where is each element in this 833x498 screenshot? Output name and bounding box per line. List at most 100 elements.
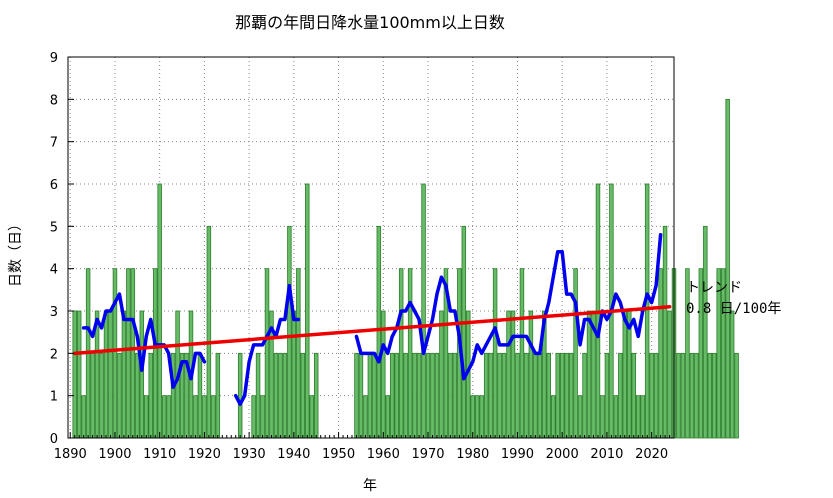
axis-ticks xyxy=(68,56,675,439)
bar xyxy=(394,352,399,439)
bar xyxy=(546,352,552,439)
x-tick-label: 1950 xyxy=(322,447,355,462)
trend-label: トレンド xyxy=(686,280,742,296)
bar xyxy=(537,352,543,439)
bar xyxy=(403,352,408,439)
bar xyxy=(461,225,467,439)
moving-average-line xyxy=(81,292,207,389)
bar xyxy=(680,352,686,439)
bar xyxy=(474,395,480,439)
bar xyxy=(689,352,695,439)
bar xyxy=(139,310,145,439)
bar xyxy=(278,352,283,439)
bar xyxy=(206,225,212,439)
trend-series xyxy=(72,305,672,356)
bar xyxy=(237,352,243,439)
chart-title: 那覇の年間日降水量100mm以上日数 xyxy=(235,13,505,32)
bar xyxy=(166,395,171,439)
x-tick-labels: 1890 1900 1910 1920 1930 1940 1950 1960 1970 1980… xyxy=(54,447,668,462)
bar xyxy=(600,395,605,439)
bar xyxy=(309,395,314,439)
bar xyxy=(72,310,77,439)
y-tick-label: 0 xyxy=(50,432,58,447)
bar xyxy=(412,352,417,439)
bar xyxy=(385,395,391,439)
y-tick-label: 2 xyxy=(50,347,58,362)
x-tick-label: 1920 xyxy=(188,447,221,462)
bar xyxy=(479,395,484,439)
bar xyxy=(287,225,292,439)
x-tick-label: 1940 xyxy=(277,447,310,462)
bar xyxy=(452,352,458,439)
bar xyxy=(510,310,516,439)
bar xyxy=(497,352,502,439)
bar xyxy=(559,352,565,439)
bar xyxy=(676,352,681,439)
bar xyxy=(667,310,672,439)
bar xyxy=(121,310,127,439)
bar xyxy=(90,352,95,439)
bar xyxy=(144,395,149,439)
bar xyxy=(135,352,140,439)
bar xyxy=(506,310,511,439)
bar xyxy=(488,352,493,439)
bar xyxy=(439,310,444,439)
bar xyxy=(734,352,739,439)
bar xyxy=(528,310,534,439)
bar xyxy=(720,268,726,439)
bar xyxy=(305,183,310,439)
bar xyxy=(197,352,203,439)
bar xyxy=(618,352,623,439)
bar xyxy=(398,268,404,439)
bar xyxy=(103,310,109,439)
bar xyxy=(501,352,507,439)
bar xyxy=(130,268,136,439)
bar xyxy=(390,352,395,439)
bar xyxy=(533,352,538,439)
x-tick-label: 1900 xyxy=(98,447,131,462)
bar xyxy=(251,395,256,439)
bar xyxy=(313,352,319,439)
bar xyxy=(515,352,520,439)
bar xyxy=(157,183,162,439)
x-tick-label: 2000 xyxy=(546,447,579,462)
x-tick-label: 1970 xyxy=(411,447,444,462)
bar xyxy=(372,352,377,439)
bar xyxy=(640,395,645,439)
bar xyxy=(694,352,699,439)
bar xyxy=(448,352,453,439)
bar xyxy=(707,352,713,439)
bar xyxy=(291,310,297,439)
bar xyxy=(260,395,265,439)
bar xyxy=(215,352,221,439)
bar xyxy=(613,395,619,439)
bar xyxy=(635,395,641,439)
plot-frame xyxy=(67,56,675,439)
bar xyxy=(653,352,659,439)
x-tick-label: 1980 xyxy=(456,447,489,462)
y-tick-label: 1 xyxy=(50,390,58,405)
bar xyxy=(519,268,525,439)
bar xyxy=(564,352,569,439)
bar xyxy=(354,352,359,439)
bar xyxy=(712,352,717,439)
bar xyxy=(577,395,583,439)
moving-average-series xyxy=(81,233,663,406)
bar xyxy=(108,310,113,439)
bar xyxy=(631,352,636,439)
x-tick-label: 1930 xyxy=(233,447,266,462)
bar xyxy=(81,395,86,439)
y-tick-label: 6 xyxy=(50,178,58,193)
bar xyxy=(658,268,663,439)
y-tick-label: 3 xyxy=(50,305,58,320)
bar xyxy=(117,352,122,439)
bar xyxy=(582,352,587,439)
bar xyxy=(76,310,82,439)
y-tick-label: 7 xyxy=(50,136,58,151)
bar xyxy=(729,310,735,439)
bar xyxy=(161,395,167,439)
bar xyxy=(551,395,556,439)
bar xyxy=(264,268,270,439)
bar xyxy=(470,395,475,439)
